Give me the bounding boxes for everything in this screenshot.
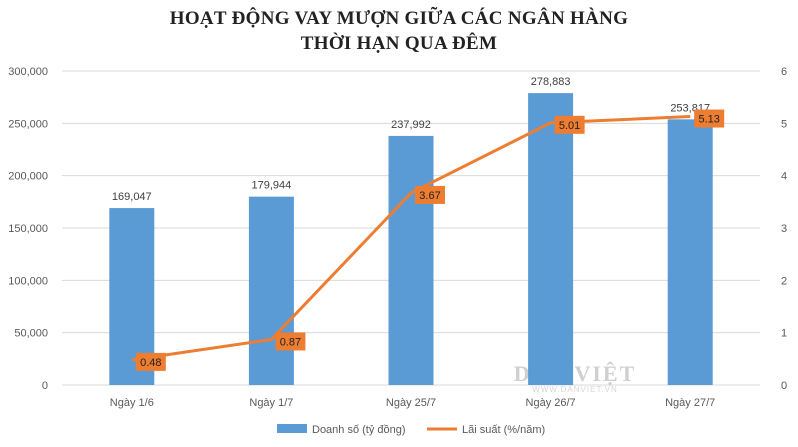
bar [248, 196, 294, 385]
rate-label-box [275, 332, 306, 351]
rate-value-label: 3.67 [419, 190, 440, 202]
y-right-tick-label: 4 [781, 171, 787, 183]
x-tick-label: Ngày 25/7 [386, 397, 436, 409]
x-tick-label: Ngày 26/7 [526, 397, 576, 409]
rate-value-label: 0.87 [280, 336, 301, 348]
chart-title-line1: HOẠT ĐỘNG VAY MƯỢN GIỮA CÁC NGÂN HÀNG [169, 8, 629, 29]
bar [388, 135, 434, 385]
rate-label-box [554, 115, 585, 134]
y-right-tick-label: 6 [781, 66, 787, 78]
bar [667, 119, 713, 386]
rate-value-label: 5.01 [559, 120, 580, 132]
rate-value-label: 0.48 [140, 357, 161, 369]
rate-label-box [694, 109, 725, 128]
x-tick-label: Ngày 1/7 [249, 397, 293, 409]
bar-value-label: 169,047 [112, 191, 152, 203]
watermark-url: WWW.DANVIET.VN [532, 385, 618, 394]
y-right-tick-label: 5 [781, 118, 787, 130]
y-right-tick-label: 0 [781, 380, 787, 392]
y-left-tick-label: 50,000 [14, 328, 48, 340]
rate-line [131, 115, 691, 362]
y-left-tick-label: 100,000 [8, 275, 48, 287]
chart-title-line2: THỜI HẠN QUA ĐÊM [300, 33, 498, 54]
bar-value-label: 278,883 [531, 76, 571, 88]
y-right-tick-label: 3 [781, 223, 787, 235]
legend-swatch-bar [277, 424, 307, 433]
y-left-tick-label: 250,000 [8, 118, 48, 130]
y-left-tick-label: 300,000 [8, 66, 48, 78]
bar [528, 93, 574, 385]
x-tick-label: Ngày 27/7 [665, 397, 715, 409]
bar-value-label: 179,944 [252, 180, 292, 192]
rate-label-box [415, 185, 445, 204]
y-left-tick-label: 200,000 [8, 171, 48, 183]
rate-value-label: 5.13 [698, 114, 719, 126]
legend-label-line: Lãi suất (%/năm) [462, 424, 545, 436]
rate-label-box [135, 352, 166, 371]
y-right-tick-label: 2 [781, 275, 787, 287]
y-left-tick-label: 150,000 [8, 223, 48, 235]
y-right-tick-label: 1 [781, 328, 787, 340]
legend-label-bar: Doanh số (tỷ đồng) [312, 424, 406, 436]
y-left-tick-label: 0 [42, 380, 48, 392]
x-tick-label: Ngày 1/6 [110, 397, 154, 409]
bar-value-label: 237,992 [391, 119, 431, 131]
